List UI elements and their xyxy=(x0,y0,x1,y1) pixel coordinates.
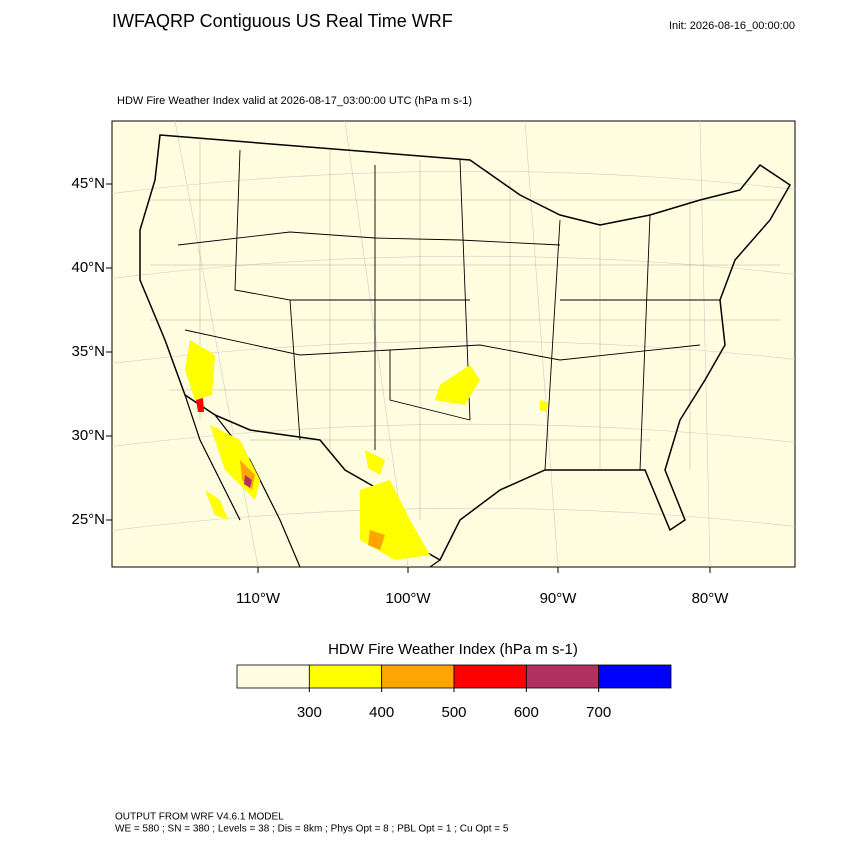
colorbar-label: 300 xyxy=(297,704,322,721)
footer-line: OUTPUT FROM WRF V4.6.1 MODEL xyxy=(115,812,284,823)
colorbar-box xyxy=(308,664,383,689)
lon-label: 100°W xyxy=(385,590,431,607)
county-borders xyxy=(150,140,780,520)
colorbar-box xyxy=(453,664,527,689)
map xyxy=(111,120,796,568)
colorbar-box xyxy=(525,664,600,689)
lon-label: 80°W xyxy=(692,590,730,607)
colorbar-label: 600 xyxy=(514,704,539,721)
colorbar-label: 700 xyxy=(586,704,611,721)
colorbar-box xyxy=(236,664,310,689)
lon-label: 90°W xyxy=(540,590,578,607)
lat-label: 30°N xyxy=(71,427,105,444)
title: IWFAQRP Contiguous US Real Time WRF xyxy=(112,11,453,31)
colorbar-label: 500 xyxy=(441,704,466,721)
state-borders xyxy=(177,149,720,471)
colorbar-title: HDW Fire Weather Index (hPa m s-1) xyxy=(328,641,578,658)
lat-label: 45°N xyxy=(71,175,105,192)
lat-label: 25°N xyxy=(71,511,105,528)
lat-label: 35°N xyxy=(71,343,105,360)
map-subtitle: HDW Fire Weather Index valid at 2026-08-… xyxy=(117,95,472,107)
colorbar-box xyxy=(381,664,455,689)
lat-label: 40°N xyxy=(71,259,105,276)
graticule xyxy=(112,121,795,567)
init-time: Init: 2026-08-16_00:00:00 xyxy=(669,20,795,32)
colorbar-box xyxy=(598,664,672,689)
colorbar-label: 400 xyxy=(369,704,394,721)
footer-line: WE = 580 ; SN = 380 ; Levels = 38 ; Dis … xyxy=(115,824,509,835)
lon-label: 110°W xyxy=(236,590,281,607)
fire-index-shading xyxy=(185,340,548,560)
